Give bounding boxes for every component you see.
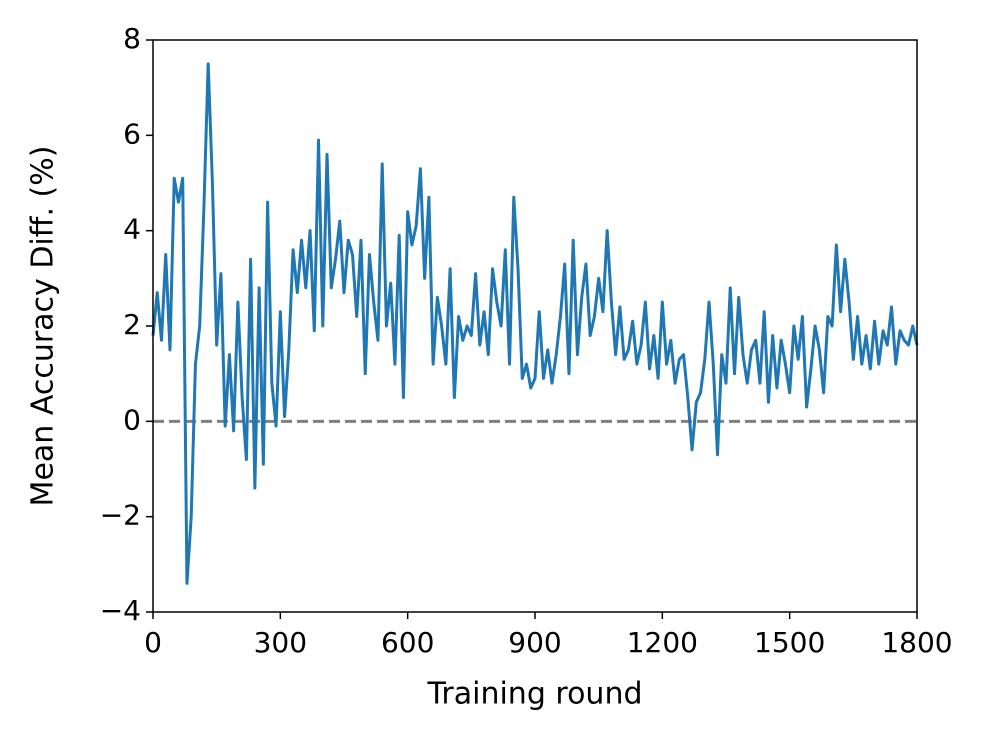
y-tick-label: 2 [123, 308, 141, 341]
x-tick-label: 900 [508, 626, 561, 659]
x-axis-label: Training round [426, 677, 642, 712]
x-tick-label: 600 [381, 626, 434, 659]
x-tick-label: 1800 [881, 626, 952, 659]
data-line [151, 62, 919, 585]
y-axis-label: Mean Accuracy Diff. (%) [26, 146, 61, 507]
x-tick-label: 1200 [627, 626, 698, 659]
y-tick-label: 6 [123, 117, 141, 150]
y-tick-label: 0 [123, 403, 141, 436]
plot-frame [152, 39, 918, 613]
y-tick-label: 4 [123, 213, 141, 246]
x-tick-label: 1500 [754, 626, 825, 659]
y-tick-label: −4 [100, 594, 141, 627]
y-tick-label: −2 [100, 499, 141, 532]
x-tick-label: 0 [144, 626, 162, 659]
x-tick-label: 300 [254, 626, 307, 659]
y-tick-label: 8 [123, 22, 141, 55]
